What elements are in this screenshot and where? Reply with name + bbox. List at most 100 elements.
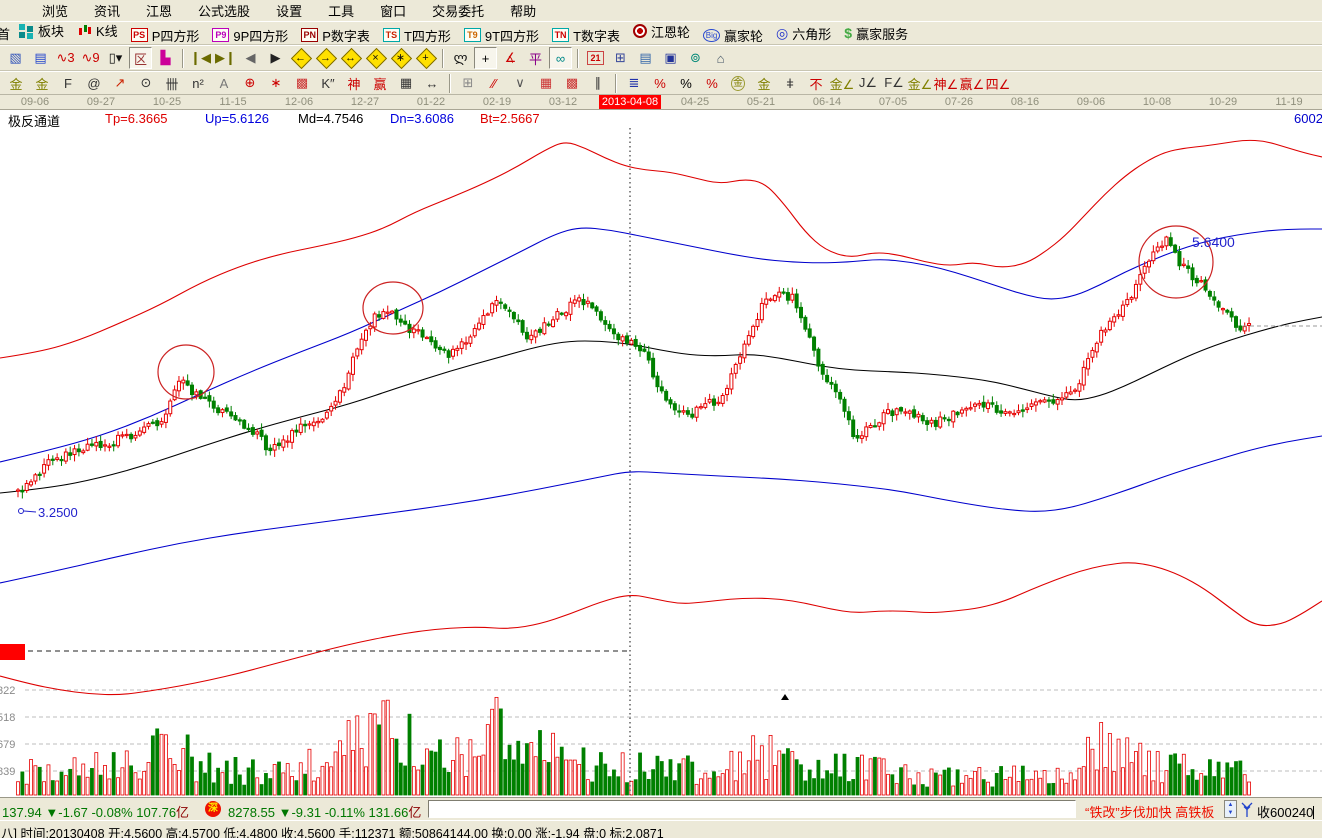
diamond-out-icon[interactable]: ∗ — [389, 47, 412, 69]
prev-bar-icon[interactable]: ◀ — [245, 50, 256, 65]
diamond-expand-icon[interactable]: ↔ — [339, 47, 362, 69]
drag-hand-icon[interactable]: ლ — [453, 50, 468, 65]
quickbar-item-gann-wheel[interactable]: 江恩轮 — [633, 22, 690, 41]
red-grid-icon[interactable]: ▦ — [539, 75, 553, 90]
j-angle-icon[interactable]: J∠ — [858, 75, 878, 90]
quickbar-item-sector[interactable]: 板块 — [18, 21, 64, 40]
gann-gold-gate-icon[interactable]: 金 — [9, 76, 23, 92]
fan-lines-icon[interactable]: ∕∕ — [491, 75, 497, 91]
quickbar-item-p-number-table[interactable]: PN P数字表 — [301, 26, 370, 45]
span-arrow-icon[interactable]: ↔ — [425, 75, 439, 91]
menu-item-settings[interactable]: 设置 — [276, 4, 303, 19]
last-bar-icon[interactable]: ▶❙ — [215, 50, 236, 65]
gold-lines-icon[interactable]: 金 — [757, 76, 771, 92]
web-search-icon[interactable]: ⊚ — [690, 50, 701, 65]
diamond-left-icon[interactable]: ← — [289, 47, 312, 69]
keyboard-entry[interactable]: 收600240 — [1257, 805, 1315, 820]
crosshair-icon[interactable]: + — [474, 47, 497, 69]
news-ticker[interactable]: “铁改”步伐加快 高铁板 — [1085, 805, 1215, 820]
gann-shape-icon[interactable]: 平 — [528, 51, 542, 67]
menu-item-gann[interactable]: 江恩 — [146, 4, 173, 19]
smart-brain-icon[interactable]: ∞ — [549, 47, 572, 69]
winner-service-icon: $ — [844, 25, 853, 41]
channel-inner-top — [0, 227, 1322, 463]
angle-measure-icon[interactable]: ∡ — [504, 50, 517, 65]
gauge-icon[interactable]: ⊙ — [140, 75, 152, 90]
quickbar-item-9t-square[interactable]: T9 9T四方形 — [463, 26, 539, 45]
quickbar-item-9p-square[interactable]: P9 9P四方形 — [212, 26, 288, 45]
calculator-icon[interactable]: ⊞ — [615, 50, 626, 65]
shen-tool-icon[interactable]: 神 — [347, 76, 361, 92]
percent-fib-icon[interactable]: % — [654, 75, 666, 91]
percent-icon[interactable]: % — [680, 75, 692, 91]
pen-icon[interactable]: ǂ — [786, 75, 794, 91]
first-bar-icon[interactable]: ❙◀ — [190, 50, 211, 65]
spiral-icon[interactable]: @ — [87, 75, 101, 91]
spinner-up-icon[interactable]: ▲ — [1227, 802, 1234, 808]
parallel-lines-icon[interactable]: ∥ — [594, 75, 602, 90]
ying-tool-icon[interactable]: 赢 — [373, 76, 387, 92]
spinner-down-icon[interactable]: ▼ — [1227, 810, 1234, 816]
quickbar-item-winner-service[interactable]: $ 赢家服务 — [844, 24, 908, 43]
k-mark-icon[interactable]: K″ — [321, 75, 335, 91]
save-icon[interactable]: ▣ — [664, 50, 677, 65]
chart-window-icon[interactable]: ▧ — [9, 50, 22, 65]
fibonacci-grid-icon[interactable]: F — [64, 75, 72, 91]
remote-pc-icon[interactable]: ⌂ — [716, 50, 725, 66]
wave-3-icon[interactable]: ∿3 — [56, 50, 75, 65]
menu-item-news[interactable]: 资讯 — [94, 4, 121, 19]
volume-profile-icon[interactable]: ▙ — [160, 50, 171, 65]
f-angle-icon[interactable]: F∠ — [884, 75, 904, 90]
gold2-angle-icon[interactable]: 金∠ — [907, 76, 933, 92]
menu-item-tools[interactable]: 工具 — [328, 4, 355, 19]
gold-angle-icon[interactable]: 金∠ — [829, 76, 855, 92]
command-input[interactable] — [428, 800, 1076, 818]
menu-item-formula-stock-pick[interactable]: 公式选股 — [198, 4, 251, 19]
wave-9-icon[interactable]: ∿9 — [81, 50, 100, 65]
grid-123-icon[interactable]: ▦ — [399, 75, 413, 90]
quickbar-item-t-number-table[interactable]: TN T数字表 — [552, 26, 620, 45]
diamond-right-icon[interactable]: → — [314, 47, 337, 69]
gold-circle-icon[interactable]: 金 — [731, 75, 745, 91]
ruler-ticks-icon[interactable]: 卌 — [165, 76, 179, 92]
gann-gold-gate2-icon[interactable]: 金 — [35, 76, 49, 92]
menu-item-help[interactable]: 帮助 — [510, 4, 537, 19]
menu-item-browse[interactable]: 浏览 — [42, 4, 69, 19]
next-bar-icon[interactable]: ▶ — [270, 50, 281, 65]
rocket-icon[interactable]: ↗ — [114, 75, 126, 90]
quickbar-item-hexagon[interactable]: ◎ 六角形 — [776, 24, 831, 43]
box-tool-icon[interactable]: ⊞ — [462, 75, 474, 90]
angle-a-icon[interactable]: A — [219, 75, 229, 91]
candle-style-icon[interactable]: ▯▾ — [108, 50, 123, 65]
red-grid2-icon[interactable]: ▩ — [565, 75, 579, 90]
quickbar-item-t-square[interactable]: TS T四方形 — [382, 26, 451, 45]
ohlc-detail: 八] 时间:20130408 开:4.5600 高:4.5700 低:4.480… — [1, 827, 664, 838]
percent-line-icon[interactable]: % — [706, 75, 718, 91]
home-icon[interactable]: 首 — [0, 26, 10, 42]
menu-item-window[interactable]: 窗口 — [380, 4, 407, 19]
quickbar-item-winner-wheel[interactable]: Big 赢家轮 — [703, 26, 763, 45]
shen-angle-icon[interactable]: 神∠ — [933, 76, 959, 92]
wave-channel-icon[interactable]: 不 — [809, 76, 823, 92]
quickbar-item-kline[interactable]: K线 — [77, 21, 118, 40]
web-grid-icon[interactable]: ▩ — [295, 75, 309, 90]
ying-angle-icon[interactable]: 赢∠ — [959, 76, 985, 92]
quickbar-item-p-square[interactable]: PS P四方形 — [130, 26, 199, 45]
diamond-cross-icon[interactable]: + — [414, 47, 437, 69]
quote-list-icon[interactable]: ▤ — [34, 50, 47, 65]
date-axis: 09-06 09-27 10-25 11-15 12-06 12-27 01-22 02-19… — [0, 95, 1322, 110]
formula-edit-icon[interactable]: 区 — [129, 47, 152, 69]
n-square-icon[interactable]: n² — [192, 75, 204, 91]
notepad-icon[interactable]: ▤ — [639, 50, 652, 65]
shenzhen-badge-icon: 深 — [205, 801, 221, 817]
star-web-icon[interactable]: ∗ — [270, 75, 282, 90]
si-angle-icon[interactable]: 四∠ — [985, 76, 1011, 92]
price-chart[interactable]: 322 518 679 839 5.6400 3.2500 — [0, 95, 1322, 797]
target-circle-icon[interactable]: ⊕ — [244, 75, 256, 90]
diamond-shrink-icon[interactable]: × — [364, 47, 387, 69]
zigzag-icon[interactable]: ∨ — [515, 75, 525, 90]
spinner-control[interactable]: ▲ ▼ — [1224, 800, 1237, 818]
calendar-icon[interactable]: 21 — [584, 47, 607, 69]
price-scale-icon[interactable]: ≣ — [628, 75, 640, 90]
menu-item-trade-entrust[interactable]: 交易委托 — [432, 4, 485, 19]
